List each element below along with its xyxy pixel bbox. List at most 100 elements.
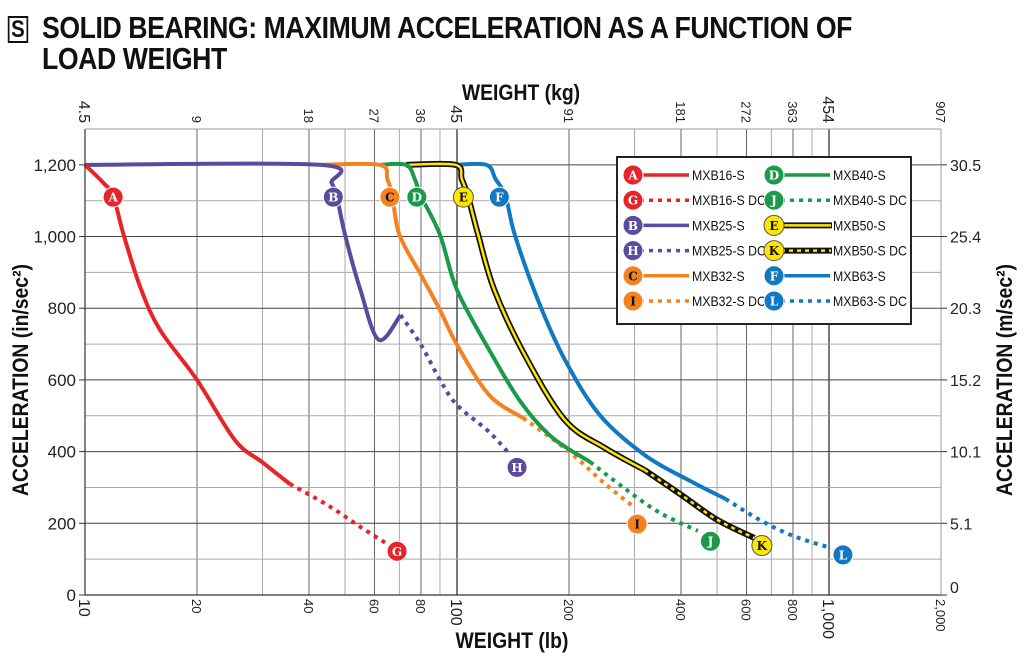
- series-line-mxb40-s-dc: [588, 460, 699, 533]
- legend-box: [616, 156, 912, 325]
- legend-item: J MXB40-S DC: [763, 189, 907, 211]
- marker-letter: F: [495, 191, 504, 205]
- y-tick-label: 1,200: [33, 156, 76, 175]
- legend-marker-letter: H: [627, 244, 638, 258]
- marker-circle: [102, 186, 124, 208]
- marker-circle: [626, 513, 648, 535]
- x-tick-label: 20: [189, 599, 204, 613]
- x2-tick-label: 27: [366, 109, 381, 123]
- legend-marker-letter: A: [627, 169, 638, 183]
- legend-label: MXB16-S: [692, 167, 745, 183]
- y2-tick-label: 10.1: [950, 445, 981, 462]
- legend: A MXB16-S G MXB16-S DC B MXB25-S H MXB25-S DC C M…: [616, 156, 912, 325]
- series-line-mxb50-s: [406, 162, 646, 471]
- legend-marker: [763, 214, 785, 236]
- legend-label: MXB16-S DC: [692, 192, 766, 208]
- marker-letter: A: [107, 191, 118, 205]
- y-tick-label: 600: [48, 371, 76, 390]
- legend-item: D MXB40-S: [763, 164, 886, 186]
- legend-item: G MXB16-S DC: [622, 189, 766, 211]
- legend-label: MXB32-S DC: [692, 293, 766, 309]
- legend-label: MXB40-S: [833, 167, 886, 183]
- legend-marker: [763, 240, 785, 262]
- legend-marker: [622, 265, 644, 287]
- marker-circle: [506, 456, 528, 478]
- marker-j: J: [699, 530, 721, 552]
- series-line-mxb50-s-dc: [643, 468, 755, 540]
- marker-letter: L: [839, 548, 848, 562]
- x-tick-label: 800: [785, 599, 800, 621]
- series-line-mxb40-s: [379, 161, 592, 464]
- series-line-mxb63-s: [455, 161, 727, 501]
- x2-tick-label: 91: [561, 109, 576, 123]
- legend-marker-letter: G: [628, 194, 638, 208]
- legend-label: MXB40-S DC: [833, 192, 907, 208]
- marker-circle: [452, 186, 474, 208]
- marker-a: A: [102, 186, 124, 208]
- axes: 0 200 400 600 800 1,000 1,200 0 5.1 10.1 15.2 20.3 2…: [33, 96, 981, 639]
- marker-b: B: [322, 186, 344, 208]
- legend-item: A MXB16-S: [622, 164, 745, 186]
- legend-label: MXB63-S: [833, 268, 886, 284]
- marker-letter: G: [392, 545, 402, 559]
- legend-item: B MXB25-S: [622, 214, 745, 236]
- y2-tick-label: 20.3: [950, 301, 981, 318]
- title-line-2: LOAD WEIGHT: [42, 41, 227, 76]
- legend-marker-letter: J: [770, 194, 777, 208]
- legend-item: C MXB32-S: [622, 265, 745, 287]
- x2-tick-label: 363: [785, 101, 800, 123]
- x-tick-label: 1,000: [819, 599, 836, 639]
- legend-item: H MXB25-S DC: [622, 240, 766, 262]
- series-line-mxb32-s-dc: [521, 416, 635, 508]
- legend-marker: [763, 265, 785, 287]
- x-tick-label: 400: [673, 599, 688, 621]
- legend-marker-letter: I: [630, 295, 636, 309]
- legend-marker: [763, 164, 785, 186]
- x-tick-label: 2,000: [933, 599, 948, 632]
- legend-marker: [622, 290, 644, 312]
- y-tick-label: 800: [48, 299, 76, 318]
- legend-marker-letter: F: [770, 269, 779, 283]
- x2-tick-label: 9: [189, 116, 204, 123]
- marker-i: I: [626, 513, 648, 535]
- title-text: SOLID BEARING: MAXIMUM ACCELERATION AS A…: [42, 12, 885, 74]
- x-tick-label: 200: [561, 599, 576, 621]
- series-line-mxb16-s: [83, 163, 291, 486]
- legend-item: L MXB63-S DC: [763, 290, 907, 312]
- x2-tick-label: 907: [933, 101, 948, 123]
- marker-circle: [699, 530, 721, 552]
- x-tick-label: 80: [413, 599, 428, 613]
- legend-marker: [622, 214, 644, 236]
- series-line-mxb63-s-dc: [724, 497, 832, 550]
- marker-d: D: [406, 186, 428, 208]
- marker-letter: B: [328, 191, 338, 205]
- legend-marker-letter: L: [770, 295, 779, 309]
- x-tick-label: 100: [447, 599, 464, 626]
- legend-label: MXB50-S DC: [833, 243, 907, 259]
- legend-marker-letter: B: [628, 219, 638, 233]
- marker-circle: [322, 186, 344, 208]
- legend-marker: [622, 240, 644, 262]
- x2-tick-label: 272: [738, 101, 753, 123]
- x-axis-title: WEIGHT (lb): [456, 629, 569, 653]
- series-line-mxb25-s: [84, 161, 403, 343]
- legend-marker-letter: D: [769, 169, 779, 183]
- marker-g: G: [386, 540, 408, 562]
- section-badge: S: [7, 16, 29, 43]
- marker-f: F: [488, 186, 510, 208]
- legend-marker: [763, 189, 785, 211]
- marker-k: K: [751, 535, 773, 557]
- marker-letter: E: [459, 191, 468, 205]
- title-line-1: SOLID BEARING: MAXIMUM ACCELERATION AS A…: [42, 10, 852, 45]
- legend-label: MXB25-S: [692, 218, 745, 234]
- legend-marker-letter: K: [769, 244, 780, 258]
- legend-marker: [763, 290, 785, 312]
- y-tick-label: 400: [48, 443, 76, 462]
- marker-letter: J: [707, 535, 714, 549]
- x2-tick-label: 181: [673, 101, 688, 123]
- y-tick-label: 200: [48, 514, 76, 533]
- legend-label: MXB32-S: [692, 268, 745, 284]
- legend-marker: [622, 164, 644, 186]
